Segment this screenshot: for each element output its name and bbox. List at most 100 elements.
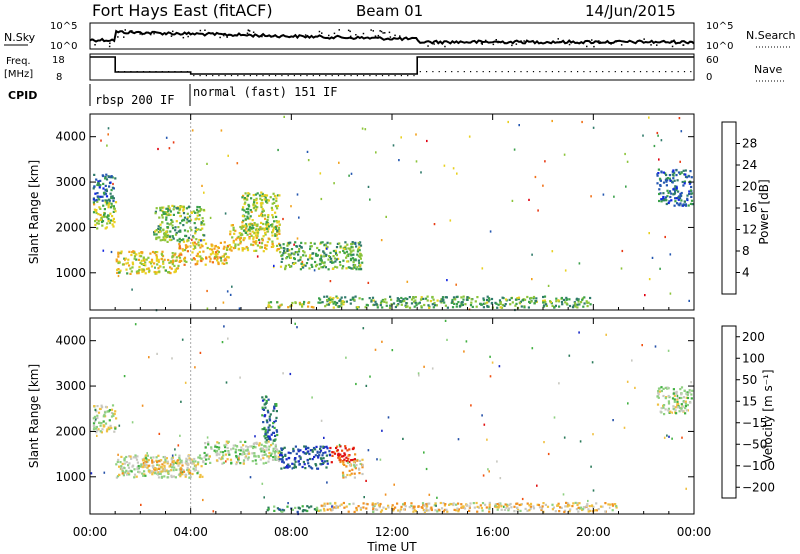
- velocity-gate: [157, 476, 161, 479]
- power-gate: [245, 207, 249, 211]
- power-gate: [191, 258, 194, 261]
- power-gate: [500, 306, 504, 309]
- power-gate: [348, 266, 351, 269]
- power-gate: [179, 205, 182, 208]
- power-noise-gate: [367, 185, 370, 188]
- power-colorbar-tick-label: 16: [742, 201, 757, 215]
- nave-dot: [375, 75, 377, 77]
- nave-dot: [488, 71, 491, 73]
- power-gate: [260, 191, 263, 194]
- power-gate: [261, 201, 264, 205]
- power-gate: [405, 302, 408, 305]
- velocity-gate: [242, 459, 246, 462]
- power-gate: [161, 221, 164, 224]
- power-gate: [95, 218, 98, 221]
- power-gate: [198, 206, 201, 209]
- nsearch-dot: [650, 44, 652, 46]
- power-gate: [681, 204, 684, 207]
- power-gate: [331, 267, 334, 270]
- velocity-noise-gate: [181, 338, 184, 341]
- power-gate: [350, 250, 353, 253]
- power-gate: [222, 255, 225, 258]
- velocity-gate: [557, 502, 560, 505]
- power-gate: [344, 296, 347, 299]
- velocity-gate: [326, 462, 329, 465]
- velocity-noise-gate: [171, 357, 173, 360]
- power-gate: [586, 305, 589, 308]
- power-gate: [271, 242, 274, 245]
- power-noise-gate: [547, 284, 550, 287]
- power-noise-gate: [296, 237, 299, 240]
- power-gate: [247, 207, 250, 210]
- velocity-gate: [344, 445, 347, 448]
- power-gate: [564, 301, 567, 304]
- power-gate: [333, 257, 337, 260]
- velocity-gate: [179, 461, 182, 464]
- power-noise-gate: [319, 172, 322, 175]
- power-gate: [131, 261, 134, 264]
- power-gate: [234, 229, 237, 232]
- velocity-gate: [158, 470, 162, 473]
- power-gate: [180, 239, 183, 242]
- velocity-gate: [302, 451, 305, 454]
- velocity-gate: [263, 450, 266, 453]
- power-gate: [178, 211, 181, 214]
- power-gate: [394, 305, 397, 309]
- power-gate: [258, 238, 261, 241]
- power-gate: [245, 211, 248, 214]
- power-gate: [294, 301, 297, 304]
- power-gate: [271, 225, 274, 228]
- velocity-gate: [355, 464, 358, 467]
- nsearch-dot: [153, 32, 155, 35]
- power-gate: [194, 218, 197, 221]
- power-gate: [174, 226, 177, 229]
- velocity-gate: [153, 472, 157, 475]
- power-gate: [255, 197, 258, 200]
- power-gate: [310, 245, 313, 248]
- velocity-gate: [167, 472, 170, 475]
- power-gate: [320, 259, 323, 262]
- power-gate: [165, 218, 168, 221]
- power-gate: [106, 215, 109, 219]
- nsearch-dot: [349, 30, 351, 33]
- power-gate: [126, 272, 129, 275]
- velocity-gate: [267, 398, 270, 401]
- velocity-gate: [142, 461, 145, 465]
- power-gate: [277, 226, 280, 229]
- velocity-gate: [678, 410, 681, 413]
- velocity-gate: [334, 506, 337, 510]
- velocity-gate: [109, 424, 112, 427]
- power-gate: [179, 247, 182, 250]
- velocity-gate: [106, 410, 109, 413]
- velocity-gate: [263, 435, 266, 438]
- velocity-noise-gate: [623, 426, 626, 429]
- power-gate: [119, 269, 122, 272]
- power-gate: [458, 304, 462, 308]
- power-gate: [105, 199, 109, 202]
- power-gate: [429, 300, 432, 303]
- power-gate: [381, 299, 384, 302]
- power-gate: [180, 253, 183, 256]
- power-gate: [568, 298, 571, 301]
- power-gate: [274, 233, 277, 236]
- velocity-gate: [322, 457, 325, 460]
- power-gate: [289, 253, 292, 256]
- nsky-frame: [89, 22, 695, 50]
- power-noise-gate: [657, 134, 659, 137]
- power-gate: [260, 246, 263, 249]
- power-gate: [195, 228, 198, 231]
- power-gate: [197, 228, 200, 231]
- power-gate: [332, 255, 335, 258]
- velocity-noise-gate: [171, 454, 174, 457]
- power-gate: [103, 208, 106, 211]
- power-gate: [358, 249, 361, 252]
- velocity-gate: [280, 448, 284, 451]
- velocity-gate: [307, 462, 310, 465]
- power-gate: [167, 258, 170, 262]
- power-gate: [260, 204, 263, 207]
- velocity-gate: [178, 456, 181, 459]
- velocity-gate: [186, 466, 189, 469]
- velocity-gate: [221, 457, 224, 460]
